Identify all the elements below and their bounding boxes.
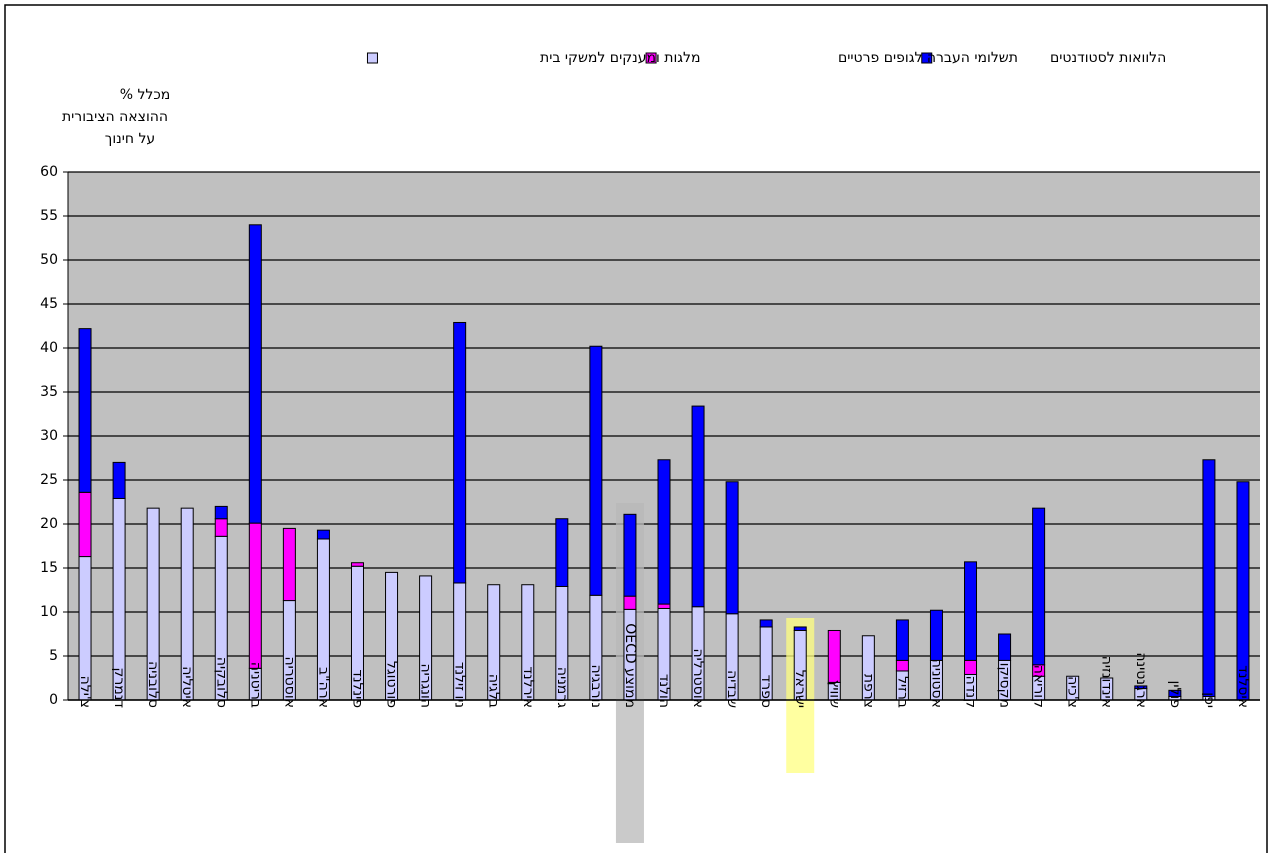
y-tick-label: 15 <box>40 560 58 576</box>
x-tick-label: בלגיה <box>486 674 502 708</box>
bar-segment <box>623 513 637 597</box>
x-tick-label: ישראל <box>792 670 808 708</box>
x-tick-label: ממוצע OECD <box>622 623 638 708</box>
x-tick-label: ברזיל <box>894 676 910 708</box>
x-tick-label: פינלנד <box>349 669 365 708</box>
legend-label: הלוואות לסטודנטים <box>1050 50 1166 66</box>
bar-segment <box>1202 459 1216 697</box>
x-tick-label: פולין <box>1167 681 1183 708</box>
x-tick-label: מקסיקו <box>997 663 1013 708</box>
legend-label: מלגות ומענקים למשקי בית <box>540 50 701 66</box>
x-tick-label: אסטוניה <box>928 659 944 708</box>
y-axis-label: % מכלל <box>120 87 171 103</box>
legend-swatch <box>645 52 657 64</box>
bar-segment <box>1032 507 1046 666</box>
x-tick-label: קנדה <box>963 676 979 708</box>
bar-segment <box>78 328 92 493</box>
x-tick-label: סלובקיה <box>213 657 229 708</box>
x-tick-label: דנמרק <box>111 667 127 708</box>
bar-segment <box>453 321 467 584</box>
bar-segment <box>78 491 92 558</box>
y-tick-label: 50 <box>40 252 58 268</box>
legend-swatch <box>921 52 933 64</box>
bar-segment <box>1168 689 1182 697</box>
bar-segment <box>350 562 364 567</box>
x-tick-label: ניו זילנד <box>452 662 468 708</box>
bar-segment <box>657 459 671 605</box>
x-tick-label: צרפת <box>860 674 876 708</box>
x-tick-label: אוסטריה <box>281 656 297 708</box>
bar-segment <box>895 659 909 672</box>
bar-segment <box>282 527 296 602</box>
bar-segment <box>112 461 126 499</box>
bar-segment <box>248 224 262 524</box>
y-axis-label: ההוצאה הציבורית <box>62 109 168 125</box>
bar-segment <box>793 626 807 631</box>
bar-segment <box>691 405 705 608</box>
bar-segment <box>964 561 978 661</box>
bar-segment <box>657 603 671 609</box>
x-tick-label: אינדונזיה <box>1099 656 1115 708</box>
x-tick-label: צ'ילה <box>77 676 93 708</box>
y-tick-label: 45 <box>40 296 58 312</box>
y-tick-label: 40 <box>40 340 58 356</box>
legend-label: תשלומי העברה לגופים פרטיים <box>838 50 1018 66</box>
bar-segment <box>895 619 909 661</box>
bar-segment <box>725 481 739 615</box>
legend-swatch <box>366 52 378 64</box>
x-tick-label: ספרד <box>758 675 774 708</box>
bar-segment <box>827 629 841 683</box>
x-tick-label: ארגנטינה <box>1133 652 1149 708</box>
y-tick-label: 30 <box>40 428 58 444</box>
bar-segment <box>555 518 569 587</box>
y-tick-label: 20 <box>40 516 58 532</box>
y-tick-label: 35 <box>40 384 58 400</box>
x-tick-label: איסלנד <box>1235 665 1251 708</box>
x-tick-label: ארה"ב <box>315 667 331 708</box>
x-tick-label: שוויץ <box>826 680 842 708</box>
bar-segment <box>929 609 943 661</box>
x-tick-label: הולנד <box>656 674 672 708</box>
y-tick-label: 25 <box>40 472 58 488</box>
y-tick-label: 60 <box>40 164 58 180</box>
x-tick-label: אוסטרליה <box>690 649 706 708</box>
x-tick-label: אירלנד <box>520 666 536 708</box>
bar-segment <box>1134 685 1148 690</box>
bar-segment <box>214 505 228 520</box>
y-tick-label: 55 <box>40 208 58 224</box>
y-tick-label: 0 <box>49 692 58 708</box>
bar-segment <box>759 619 773 628</box>
x-tick-label: קוריאה <box>1031 665 1047 708</box>
x-tick-label: בריטניה <box>247 662 263 708</box>
bar-segment <box>589 345 603 596</box>
x-tick-label: גרמניה <box>554 667 570 708</box>
y-tick-label: 5 <box>49 648 58 664</box>
x-tick-label: איטליה <box>179 666 195 708</box>
bar-segment <box>316 529 330 540</box>
x-tick-label: סלובניה <box>145 661 161 708</box>
bar-segment <box>623 595 637 610</box>
x-tick-label: שבדיה <box>724 670 740 708</box>
x-tick-label: הונגריה <box>418 663 434 708</box>
x-tick-label: פורטוגל <box>384 661 400 708</box>
x-tick-label: נורבגיה <box>588 665 604 708</box>
bar-segment <box>964 659 978 675</box>
y-tick-label: 10 <box>40 604 58 620</box>
bar-segment <box>248 522 262 669</box>
y-axis-label: על חינוך <box>105 131 155 147</box>
bar-segment <box>998 633 1012 661</box>
frame <box>4 4 1268 853</box>
bar-segment <box>214 518 228 537</box>
x-tick-label: צ'כיה <box>1065 676 1081 708</box>
